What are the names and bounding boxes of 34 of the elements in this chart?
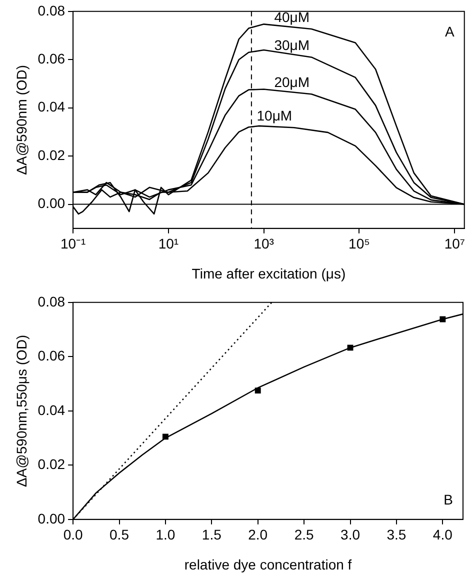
x-tick-label: 10⁷ — [444, 236, 465, 252]
annotation: B — [444, 491, 453, 508]
x-tick-label: 2.5 — [294, 526, 314, 543]
x-tick-label: 0.0 — [63, 526, 83, 543]
x-tick-label: 0.5 — [110, 526, 130, 543]
x-tick-label: 10⁵ — [348, 236, 370, 252]
y-tick-label: 0.08 — [38, 293, 66, 310]
y-tick-label: 0.06 — [38, 50, 66, 66]
y-tick-label: 0.08 — [38, 2, 66, 18]
x-tick-label: 10⁻¹ — [60, 236, 86, 252]
x-tick-label: 10¹ — [158, 236, 179, 252]
y-axis-title: ΔA@590nm (OD) — [13, 64, 30, 175]
y-tick-label: 0.04 — [38, 98, 66, 115]
y-tick-label: 0.04 — [38, 402, 66, 418]
series-label: 40μM — [274, 8, 310, 25]
y-axis-title: ΔA@590nm,550μs (OD) — [13, 334, 30, 488]
series-label: 10μM — [256, 107, 292, 124]
x-tick-label: 4.0 — [432, 526, 453, 543]
x-tick-label: 1.0 — [156, 526, 176, 543]
x-tick-label: 1.5 — [202, 526, 222, 543]
y-tick-label: 0.02 — [38, 456, 66, 472]
x-tick-label: 10³ — [254, 236, 274, 252]
series-label: 30μM — [274, 37, 310, 54]
x-tick-label: 2.0 — [248, 526, 268, 543]
x-axis-title: relative dye concentration f — [184, 556, 352, 572]
y-tick-label: 0.00 — [38, 510, 66, 526]
y-tick-label: 0.06 — [38, 348, 66, 364]
x-tick-label: 3.5 — [386, 526, 406, 543]
y-tick-label: 0.00 — [38, 195, 66, 212]
y-tick-label: 0.02 — [38, 146, 66, 163]
series-label: 20μM — [274, 74, 310, 90]
x-tick-label: 3.0 — [340, 526, 360, 543]
x-axis-title: Time after excitation (μs) — [192, 265, 346, 282]
annotation: A — [445, 23, 456, 40]
